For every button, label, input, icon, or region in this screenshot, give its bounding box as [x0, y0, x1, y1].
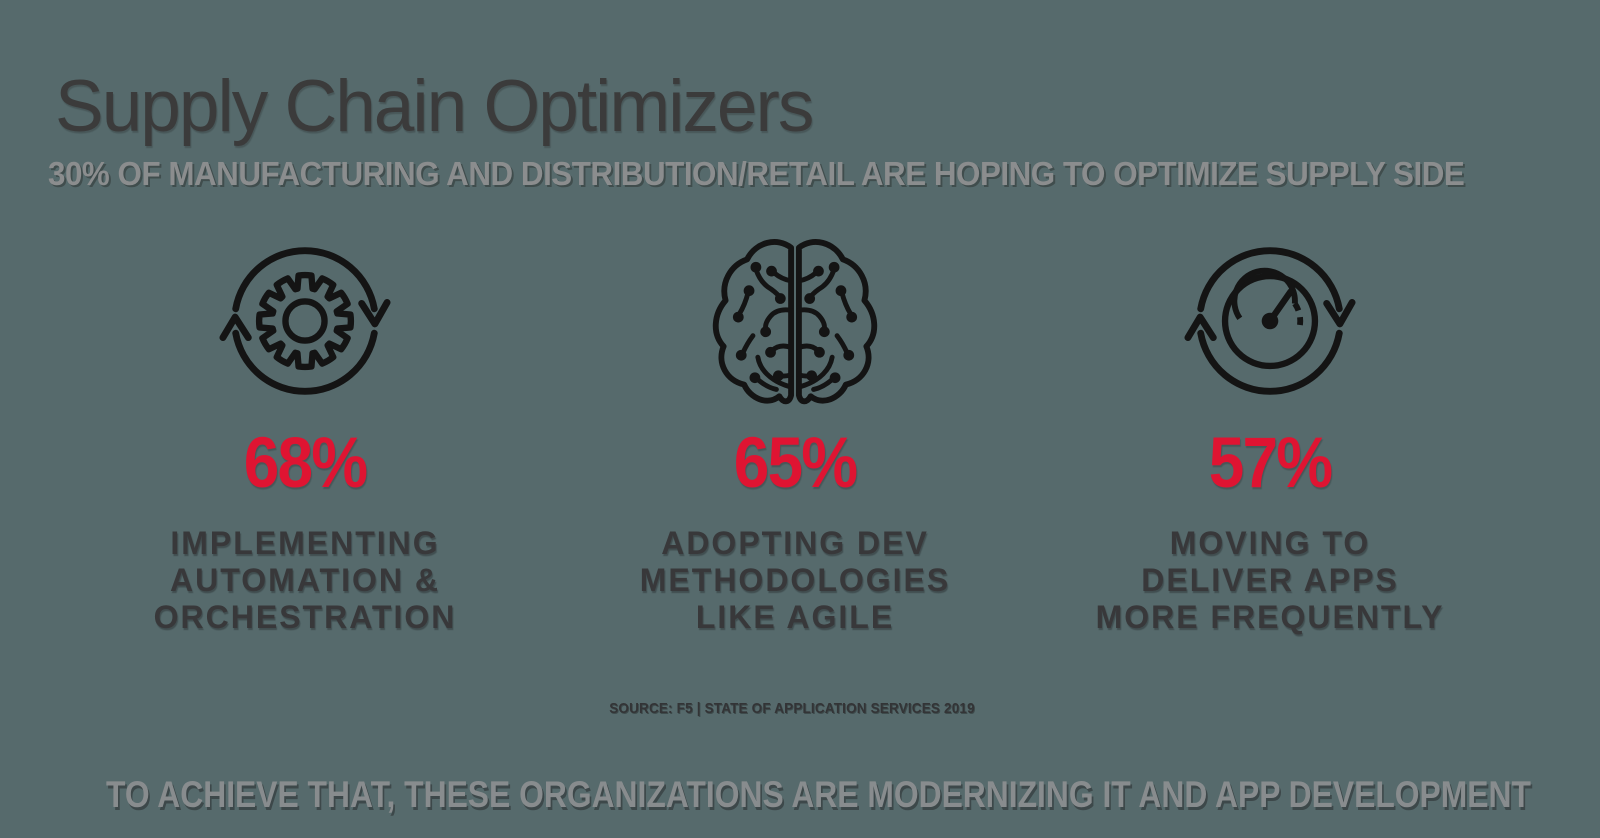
stat-label-line: ADOPTING DEV	[661, 525, 929, 561]
stat-value: 57%	[1208, 424, 1333, 503]
stat-value: 68%	[243, 424, 368, 503]
stat-label-line: MOVING TO	[1169, 525, 1371, 561]
icon-wrap	[85, 228, 525, 414]
stat-label: IMPLEMENTING AUTOMATION & ORCHESTRATION	[85, 525, 525, 636]
stat-column-app-delivery: 57% MOVING TO DELIVER APPS MORE FREQUENT…	[1048, 228, 1492, 636]
page-title: Supply Chain Optimizers	[55, 66, 814, 147]
gauge-cycle-icon	[1184, 235, 1356, 407]
icon-wrap	[1048, 228, 1492, 414]
stat-label-line: AUTOMATION &	[170, 562, 440, 598]
icon-wrap	[575, 228, 1015, 414]
stat-value: 65%	[733, 424, 858, 503]
automation-cycle-gear-icon	[219, 235, 391, 407]
ai-brain-circuit-icon	[707, 232, 883, 410]
stat-label-line: LIKE AGILE	[695, 599, 895, 635]
stat-label-line: METHODOLOGIES	[639, 562, 951, 598]
stat-label-line: MORE FREQUENTLY	[1095, 599, 1445, 635]
stat-column-dev-methodologies: 65% ADOPTING DEV METHODOLOGIES LIKE AGIL…	[575, 228, 1015, 636]
footer-statement: TO ACHIEVE THAT, THESE ORGANIZATIONS ARE…	[105, 774, 1531, 815]
stat-label-line: DELIVER APPS	[1141, 562, 1399, 598]
stat-label-line: ORCHESTRATION	[153, 599, 457, 635]
stat-label: ADOPTING DEV METHODOLOGIES LIKE AGILE	[575, 525, 1015, 636]
stat-column-automation: 68% IMPLEMENTING AUTOMATION & ORCHESTRAT…	[85, 228, 525, 636]
stat-label-line: IMPLEMENTING	[170, 525, 440, 561]
stat-label: MOVING TO DELIVER APPS MORE FREQUENTLY	[1048, 525, 1492, 636]
source-citation: SOURCE: F5 | STATE OF APPLICATION SERVIC…	[609, 700, 975, 717]
page-subtitle: 30% OF MANUFACTURING AND DISTRIBUTION/RE…	[48, 155, 1465, 192]
